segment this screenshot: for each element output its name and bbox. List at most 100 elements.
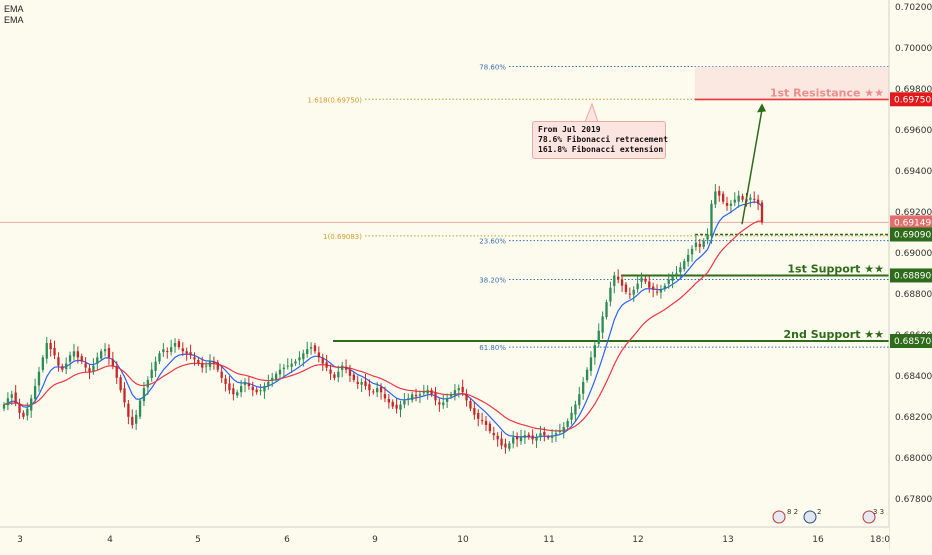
candle-body[interactable] <box>442 402 445 406</box>
candle-body[interactable] <box>426 390 429 394</box>
candle-body[interactable] <box>531 435 534 440</box>
price-tag[interactable] <box>890 227 932 242</box>
candle-body[interactable] <box>49 343 52 350</box>
candle-body[interactable] <box>274 373 278 380</box>
candle-body[interactable] <box>348 369 352 376</box>
candle-body[interactable] <box>644 278 647 282</box>
candle-body[interactable] <box>185 351 188 354</box>
candle-body[interactable] <box>737 195 740 202</box>
candle-body[interactable] <box>500 438 503 446</box>
candle-body[interactable] <box>325 362 328 368</box>
candle-body[interactable] <box>271 377 274 381</box>
candle-body[interactable] <box>710 203 713 237</box>
candle-body[interactable] <box>30 398 33 411</box>
candle-body[interactable] <box>492 432 495 436</box>
candle-body[interactable] <box>53 347 56 356</box>
candle-body[interactable] <box>92 365 95 372</box>
candle-body[interactable] <box>605 302 608 318</box>
candle-body[interactable] <box>410 394 414 401</box>
candle-body[interactable] <box>352 374 356 380</box>
candle-body[interactable] <box>597 330 600 344</box>
candle-body[interactable] <box>620 279 624 286</box>
candle-body[interactable] <box>473 408 476 415</box>
price-tag[interactable] <box>890 268 932 283</box>
candle-body[interactable] <box>539 433 542 438</box>
candle-body[interactable] <box>570 412 573 420</box>
candle-body[interactable] <box>449 394 453 397</box>
candle-body[interactable] <box>527 434 530 438</box>
candle-body[interactable] <box>753 198 756 200</box>
candle-body[interactable] <box>356 381 359 385</box>
candle-body[interactable] <box>477 412 480 419</box>
candle-body[interactable] <box>636 283 639 290</box>
candle-body[interactable] <box>675 273 678 276</box>
candle-body[interactable] <box>624 284 628 292</box>
price-tag[interactable] <box>890 92 932 107</box>
candle-body[interactable] <box>593 345 597 358</box>
ema-label[interactable]: EMA <box>4 4 24 14</box>
candle-body[interactable] <box>76 351 80 358</box>
candle-body[interactable] <box>263 386 266 392</box>
candle-body[interactable] <box>255 389 258 393</box>
candle-body[interactable] <box>574 404 577 415</box>
candle-body[interactable] <box>523 435 527 438</box>
candle-body[interactable] <box>683 261 686 270</box>
candle-body[interactable] <box>72 351 76 357</box>
candle-body[interactable] <box>686 254 690 262</box>
candle-body[interactable] <box>10 394 13 398</box>
candle-body[interactable] <box>278 369 282 375</box>
candle-body[interactable] <box>127 403 130 417</box>
candle-body[interactable] <box>162 349 165 353</box>
candle-body[interactable] <box>632 289 635 295</box>
candle-body[interactable] <box>158 353 161 362</box>
candle-body[interactable] <box>329 369 332 374</box>
candle-body[interactable] <box>543 431 546 436</box>
candle-body[interactable] <box>383 394 387 399</box>
candle-body[interactable] <box>341 365 344 370</box>
candle-body[interactable] <box>169 347 173 352</box>
candle-body[interactable] <box>197 360 200 364</box>
candle-body[interactable] <box>550 435 554 438</box>
candle-body[interactable] <box>694 242 698 247</box>
candle-body[interactable] <box>61 366 64 370</box>
candle-body[interactable] <box>317 352 321 358</box>
candle-body[interactable] <box>488 423 492 432</box>
candle-body[interactable] <box>65 363 68 370</box>
candle-body[interactable] <box>395 404 398 409</box>
candle-body[interactable] <box>306 349 309 354</box>
candle-body[interactable] <box>480 420 484 422</box>
candle-body[interactable] <box>364 381 367 387</box>
candle-body[interactable] <box>111 359 115 366</box>
candle-body[interactable] <box>298 357 301 361</box>
candle-body[interactable] <box>337 371 340 378</box>
candle-body[interactable] <box>201 362 204 368</box>
candle-body[interactable] <box>399 404 402 410</box>
candle-body[interactable] <box>484 420 488 426</box>
candle-body[interactable] <box>414 394 418 397</box>
candle-body[interactable] <box>655 291 659 293</box>
candle-body[interactable] <box>640 277 643 282</box>
price-tag[interactable] <box>890 215 932 230</box>
candle-body[interactable] <box>690 248 694 255</box>
nz-flag-event-icon[interactable] <box>803 510 817 524</box>
candle-body[interactable] <box>135 414 138 424</box>
candle-body[interactable] <box>344 366 348 370</box>
candle-body[interactable] <box>465 394 468 401</box>
candle-body[interactable] <box>469 401 472 409</box>
candle-body[interactable] <box>702 240 705 247</box>
candle-body[interactable] <box>290 363 293 367</box>
candle-body[interactable] <box>445 398 449 402</box>
us-flag-event-icon[interactable] <box>862 510 876 524</box>
candle-body[interactable] <box>434 393 437 401</box>
candle-body[interactable] <box>756 199 760 204</box>
candle-body[interactable] <box>41 357 45 370</box>
candle-body[interactable] <box>671 275 674 281</box>
candle-body[interactable] <box>403 400 406 405</box>
candle-body[interactable] <box>407 398 410 400</box>
ema-label[interactable]: EMA <box>4 15 24 25</box>
candle-body[interactable] <box>628 293 631 295</box>
candle-body[interactable] <box>438 402 441 405</box>
candle-body[interactable] <box>585 369 589 381</box>
candle-body[interactable] <box>204 365 208 367</box>
candle-body[interactable] <box>239 386 243 393</box>
